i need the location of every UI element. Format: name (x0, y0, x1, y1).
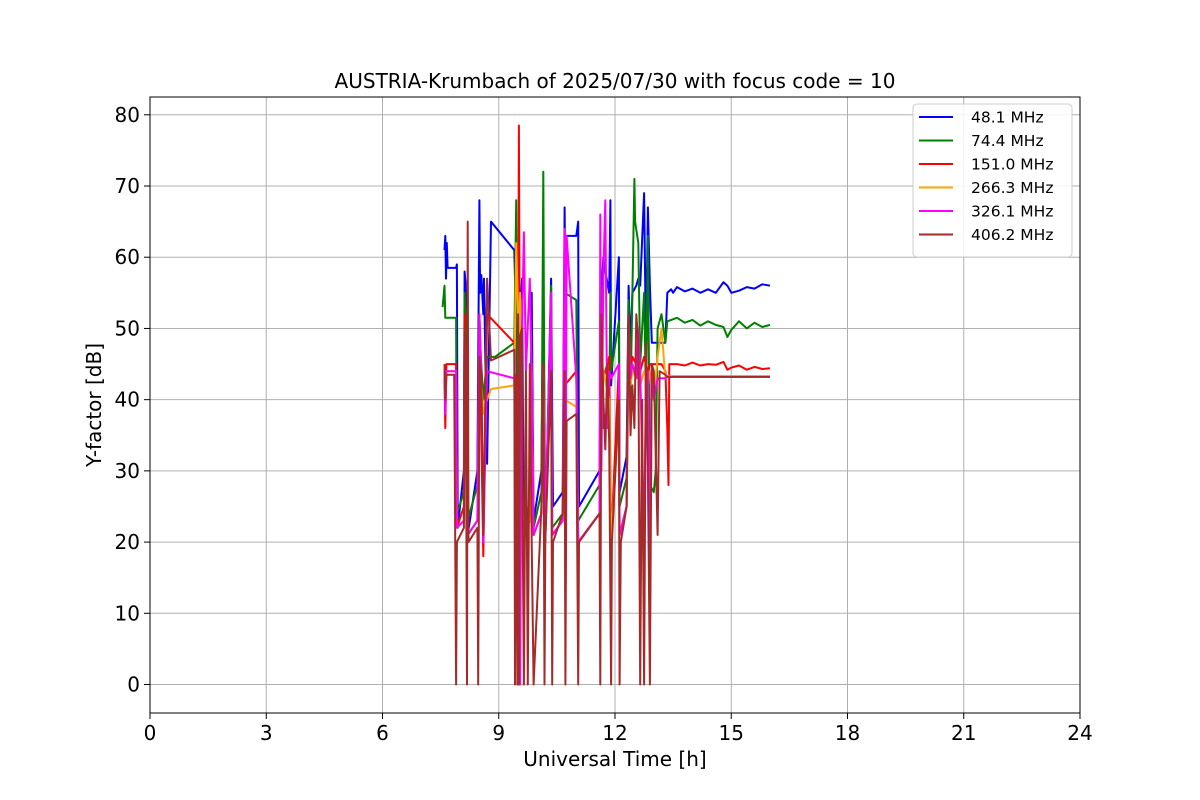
x-tick-label: 12 (602, 721, 627, 745)
y-tick-label: 50 (115, 316, 140, 340)
x-tick-label: 6 (376, 721, 389, 745)
series-line-0 (443, 192, 771, 544)
y-tick-label: 70 (115, 174, 140, 198)
axis-ticks: 0 3 6 9 12 15 18 21 24 0 10 20 30 40 50 60 70 80 (115, 103, 1093, 745)
legend-label: 326.1 MHz (971, 203, 1053, 221)
y-tick-label: 0 (127, 673, 140, 697)
x-tick-label: 21 (951, 721, 976, 745)
legend-label: 266.3 MHz (971, 179, 1053, 197)
y-tick-label: 20 (115, 530, 140, 554)
legend: 48.1 MHz 74.4 MHz 151.0 MHz 266.3 MHz 326.1… (912, 103, 1073, 258)
y-tick-label: 80 (115, 103, 140, 127)
y-tick-label: 30 (115, 459, 140, 483)
x-tick-label: 9 (492, 721, 505, 745)
y-tick-label: 40 (115, 388, 140, 412)
series-line-5 (443, 220, 770, 686)
x-axis-label: Universal Time [h] (523, 747, 706, 771)
x-tick-label: 18 (835, 721, 860, 745)
y-tick-label: 60 (115, 245, 140, 269)
y-tick-label: 10 (115, 601, 140, 625)
x-tick-label: 15 (719, 721, 744, 745)
legend-label: 74.4 MHz (971, 132, 1044, 150)
legend-box (912, 103, 1073, 258)
series-lines (441, 124, 771, 686)
legend-label: 48.1 MHz (971, 109, 1044, 127)
legend-label: 406.2 MHz (971, 226, 1053, 244)
chart-title: AUSTRIA-Krumbach of 2025/07/30 with focu… (335, 69, 896, 93)
x-tick-label: 3 (260, 721, 273, 745)
x-tick-label: 0 (144, 721, 157, 745)
x-tick-label: 24 (1067, 721, 1092, 745)
y-axis-label: Y-factor [dB] (82, 343, 106, 468)
legend-label: 151.0 MHz (971, 156, 1053, 174)
